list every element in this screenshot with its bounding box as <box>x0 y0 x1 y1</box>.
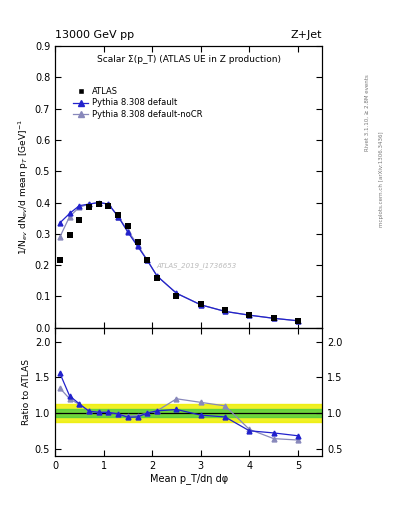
Point <box>154 273 160 282</box>
Point <box>270 313 277 322</box>
Text: 13000 GeV pp: 13000 GeV pp <box>55 30 134 40</box>
Point <box>95 200 102 208</box>
Y-axis label: Ratio to ATLAS: Ratio to ATLAS <box>22 359 31 424</box>
Point <box>295 317 301 325</box>
Point <box>76 216 83 224</box>
Point <box>144 257 151 265</box>
Legend: ATLAS, Pythia 8.308 default, Pythia 8.308 default-noCR: ATLAS, Pythia 8.308 default, Pythia 8.30… <box>70 84 206 122</box>
Point <box>222 306 228 314</box>
Point <box>115 211 121 219</box>
Y-axis label: 1/N$_{ev}$ dN$_{ev}$/d mean p$_T$ [GeV]$^{-1}$: 1/N$_{ev}$ dN$_{ev}$/d mean p$_T$ [GeV]$… <box>16 119 31 255</box>
Point <box>246 310 253 318</box>
Text: Z+Jet: Z+Jet <box>291 30 322 40</box>
Point <box>66 231 73 240</box>
Point <box>173 292 180 301</box>
Point <box>134 238 141 246</box>
X-axis label: Mean p_T/dη dφ: Mean p_T/dη dφ <box>149 473 228 484</box>
Text: ATLAS_2019_I1736653: ATLAS_2019_I1736653 <box>156 262 237 269</box>
Point <box>198 300 204 308</box>
Point <box>105 202 112 210</box>
Point <box>57 257 63 265</box>
Text: Scalar Σ(p_T) (ATLAS UE in Z production): Scalar Σ(p_T) (ATLAS UE in Z production) <box>97 55 281 63</box>
Text: mcplots.cern.ch [arXiv:1306.3436]: mcplots.cern.ch [arXiv:1306.3436] <box>379 132 384 227</box>
Point <box>86 203 92 211</box>
Text: Rivet 3.1.10, ≥ 2.8M events: Rivet 3.1.10, ≥ 2.8M events <box>365 74 370 151</box>
Point <box>125 222 131 230</box>
